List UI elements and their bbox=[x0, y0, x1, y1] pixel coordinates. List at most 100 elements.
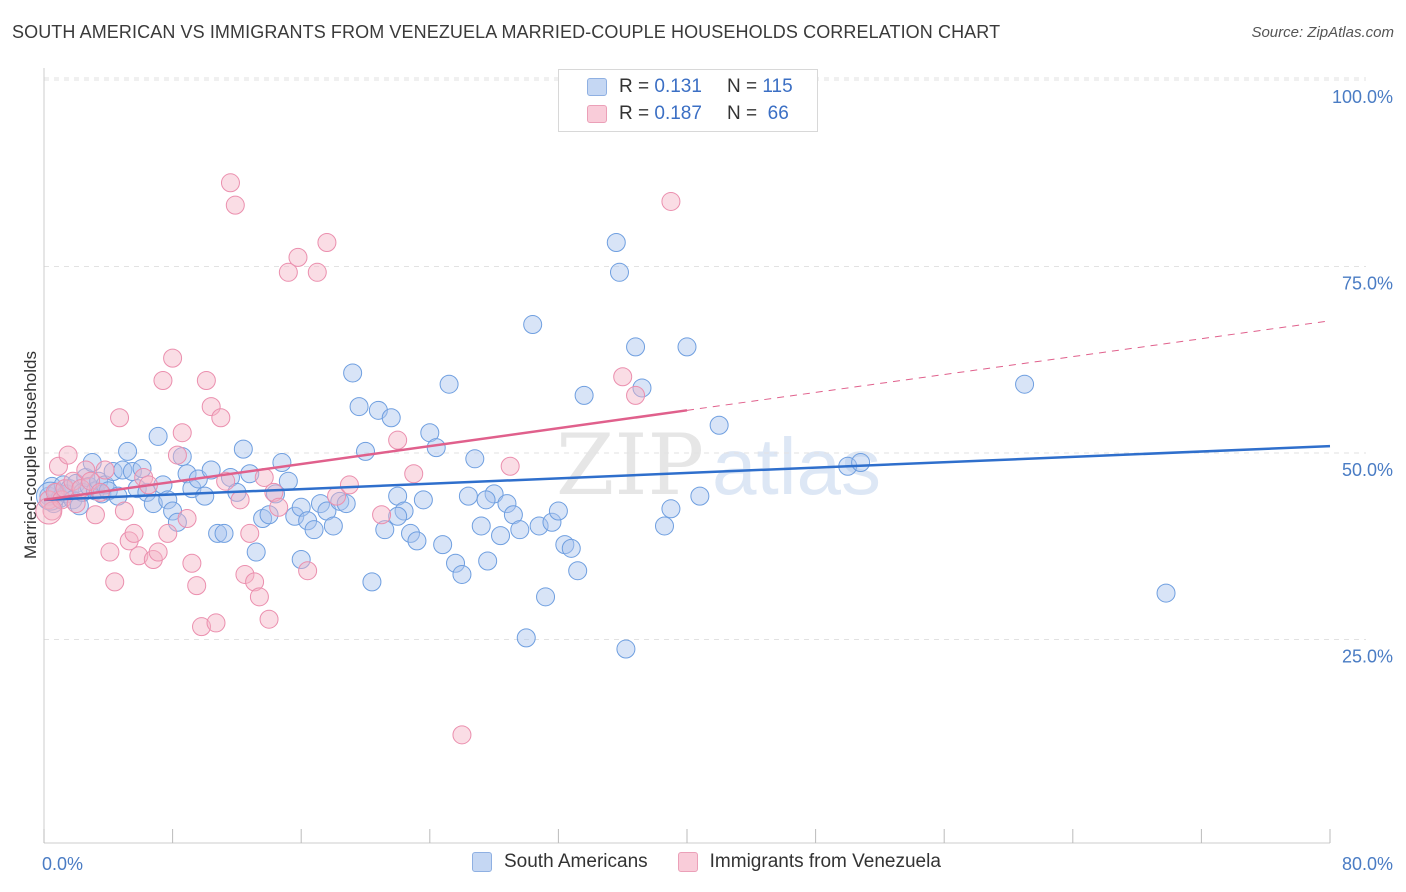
data-point bbox=[201, 460, 221, 480]
data-point bbox=[196, 370, 216, 390]
data-point bbox=[201, 397, 221, 417]
data-point bbox=[264, 482, 284, 502]
data-point bbox=[548, 501, 568, 521]
data-point bbox=[626, 337, 646, 357]
data-point bbox=[105, 572, 125, 592]
data-point bbox=[407, 531, 427, 551]
data-point bbox=[307, 262, 327, 282]
data-point bbox=[626, 385, 646, 405]
data-point bbox=[220, 173, 240, 193]
data-point bbox=[240, 523, 260, 543]
data-point bbox=[259, 505, 279, 525]
n-label: N = bbox=[726, 76, 758, 97]
tick-labels: 25.0% 50.0% 75.0% 100.0% 0.0% 80.0% bbox=[42, 87, 1393, 874]
x-tick-label: 80.0% bbox=[1342, 854, 1393, 874]
data-point bbox=[1156, 583, 1176, 603]
data-point bbox=[211, 408, 231, 428]
data-point bbox=[298, 561, 318, 581]
data-point bbox=[85, 505, 105, 525]
data-point bbox=[81, 471, 101, 491]
data-point bbox=[246, 542, 266, 562]
data-point bbox=[206, 613, 226, 633]
data-point bbox=[510, 520, 530, 540]
data-point bbox=[523, 315, 543, 335]
data-point bbox=[574, 385, 594, 405]
data-point bbox=[278, 262, 298, 282]
data-point bbox=[851, 453, 871, 473]
legend-label: South Americans bbox=[504, 851, 648, 872]
data-point bbox=[661, 499, 681, 519]
data-point bbox=[195, 486, 215, 506]
data-point bbox=[336, 494, 356, 514]
data-point bbox=[339, 475, 359, 495]
data-point bbox=[100, 542, 120, 562]
data-point bbox=[426, 438, 446, 458]
data-point bbox=[452, 564, 472, 584]
series-legend: South Americans Immigrants from Venezuel… bbox=[472, 851, 971, 873]
data-point bbox=[349, 397, 369, 417]
r-label: R = bbox=[619, 76, 650, 97]
data-point bbox=[609, 262, 629, 282]
data-point bbox=[362, 572, 382, 592]
data-point bbox=[323, 516, 343, 536]
data-point bbox=[310, 494, 330, 514]
source-credit: Source: ZipAtlas.com bbox=[1251, 24, 1394, 41]
x-tick-label: 0.0% bbox=[42, 854, 83, 874]
legend-label: Immigrants from Venezuela bbox=[709, 851, 941, 872]
data-point bbox=[42, 501, 62, 521]
stats-row-immigrants-venezuela: R = 0.187 N = 66 bbox=[587, 101, 789, 127]
legend-swatch-blue bbox=[472, 852, 492, 872]
n-value: 66 bbox=[767, 103, 789, 124]
data-point bbox=[269, 497, 289, 517]
data-point bbox=[304, 520, 324, 540]
data-point bbox=[568, 561, 588, 581]
data-point bbox=[103, 461, 123, 481]
data-point bbox=[124, 523, 144, 543]
data-point bbox=[401, 523, 421, 543]
data-point bbox=[616, 639, 636, 659]
data-point bbox=[129, 546, 149, 566]
trend-line bbox=[43, 409, 688, 502]
y-tick-label: 100.0% bbox=[1332, 87, 1393, 107]
data-point bbox=[230, 490, 250, 510]
data-point bbox=[561, 538, 581, 558]
data-point bbox=[677, 337, 697, 357]
axes bbox=[43, 68, 1331, 844]
data-point bbox=[632, 378, 652, 398]
data-point bbox=[158, 523, 178, 543]
data-point bbox=[214, 523, 234, 543]
data-point bbox=[95, 460, 115, 480]
data-point bbox=[388, 506, 408, 526]
data-point bbox=[404, 464, 424, 484]
data-point bbox=[516, 628, 536, 648]
data-point bbox=[177, 508, 197, 528]
legend-swatch-pink bbox=[587, 105, 607, 123]
data-point bbox=[491, 526, 511, 546]
data-point bbox=[381, 408, 401, 428]
data-point bbox=[439, 374, 459, 394]
data-point bbox=[500, 456, 520, 476]
data-point bbox=[497, 494, 517, 514]
data-point bbox=[253, 508, 273, 528]
data-point bbox=[240, 464, 260, 484]
data-point bbox=[278, 471, 298, 491]
trend-line bbox=[43, 444, 1331, 502]
data-point bbox=[452, 725, 472, 745]
data-point bbox=[114, 501, 134, 521]
data-point bbox=[465, 449, 485, 469]
data-point bbox=[388, 430, 408, 450]
data-point bbox=[555, 535, 575, 555]
data-point bbox=[233, 439, 253, 459]
data-point bbox=[182, 553, 202, 573]
r-label: R = bbox=[619, 103, 650, 124]
data-point bbox=[288, 247, 308, 267]
data-point bbox=[153, 370, 173, 390]
gridlines bbox=[44, 77, 1366, 640]
r-value: 0.187 bbox=[654, 103, 702, 124]
data-point bbox=[245, 572, 265, 592]
data-point bbox=[343, 363, 363, 383]
chart-title: SOUTH AMERICAN VS IMMIGRANTS FROM VENEZU… bbox=[12, 22, 1001, 42]
stats-row-south-americans: R = 0.131 N = 115 bbox=[587, 74, 793, 100]
n-value: 115 bbox=[762, 76, 793, 97]
stats-legend: R = 0.131 N = 115 R = 0.187 N = 66 bbox=[558, 69, 818, 132]
